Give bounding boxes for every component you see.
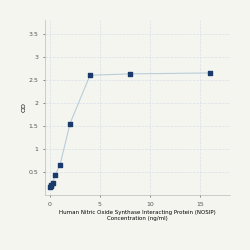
Point: [58, 163, 62, 167]
Y-axis label: OD: OD: [22, 102, 27, 113]
Point: [88, 73, 92, 77]
Point: [48, 184, 53, 188]
X-axis label: Human Nitric Oxide Synthase Interacting Protein (NOSIP)
Concentration (ng/ml): Human Nitric Oxide Synthase Interacting …: [59, 210, 216, 220]
Point: [68, 122, 72, 126]
Point: [48, 185, 52, 189]
Point: [128, 72, 132, 76]
Point: [50, 182, 54, 186]
Point: [53, 173, 57, 177]
Point: [49, 183, 53, 187]
Point: [208, 71, 212, 75]
